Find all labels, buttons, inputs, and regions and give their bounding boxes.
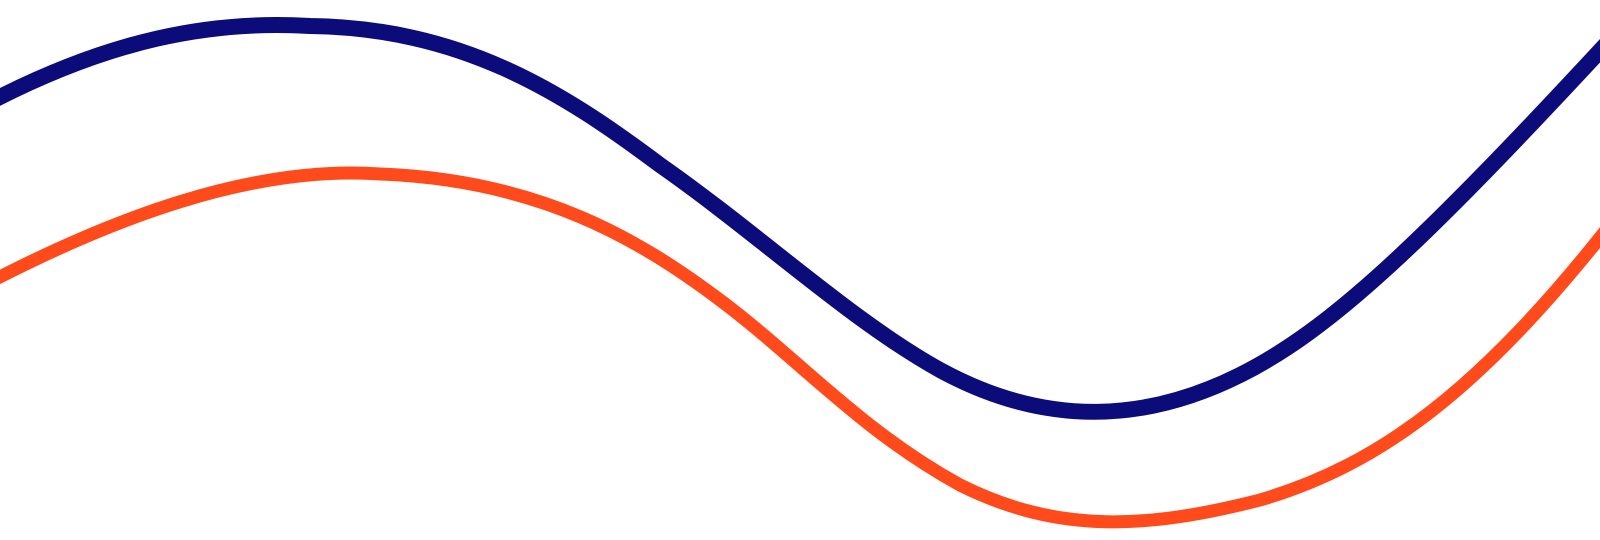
orange-wave [0, 166, 1600, 529]
navy-wave [0, 16, 1600, 420]
wave-group [0, 16, 1600, 529]
